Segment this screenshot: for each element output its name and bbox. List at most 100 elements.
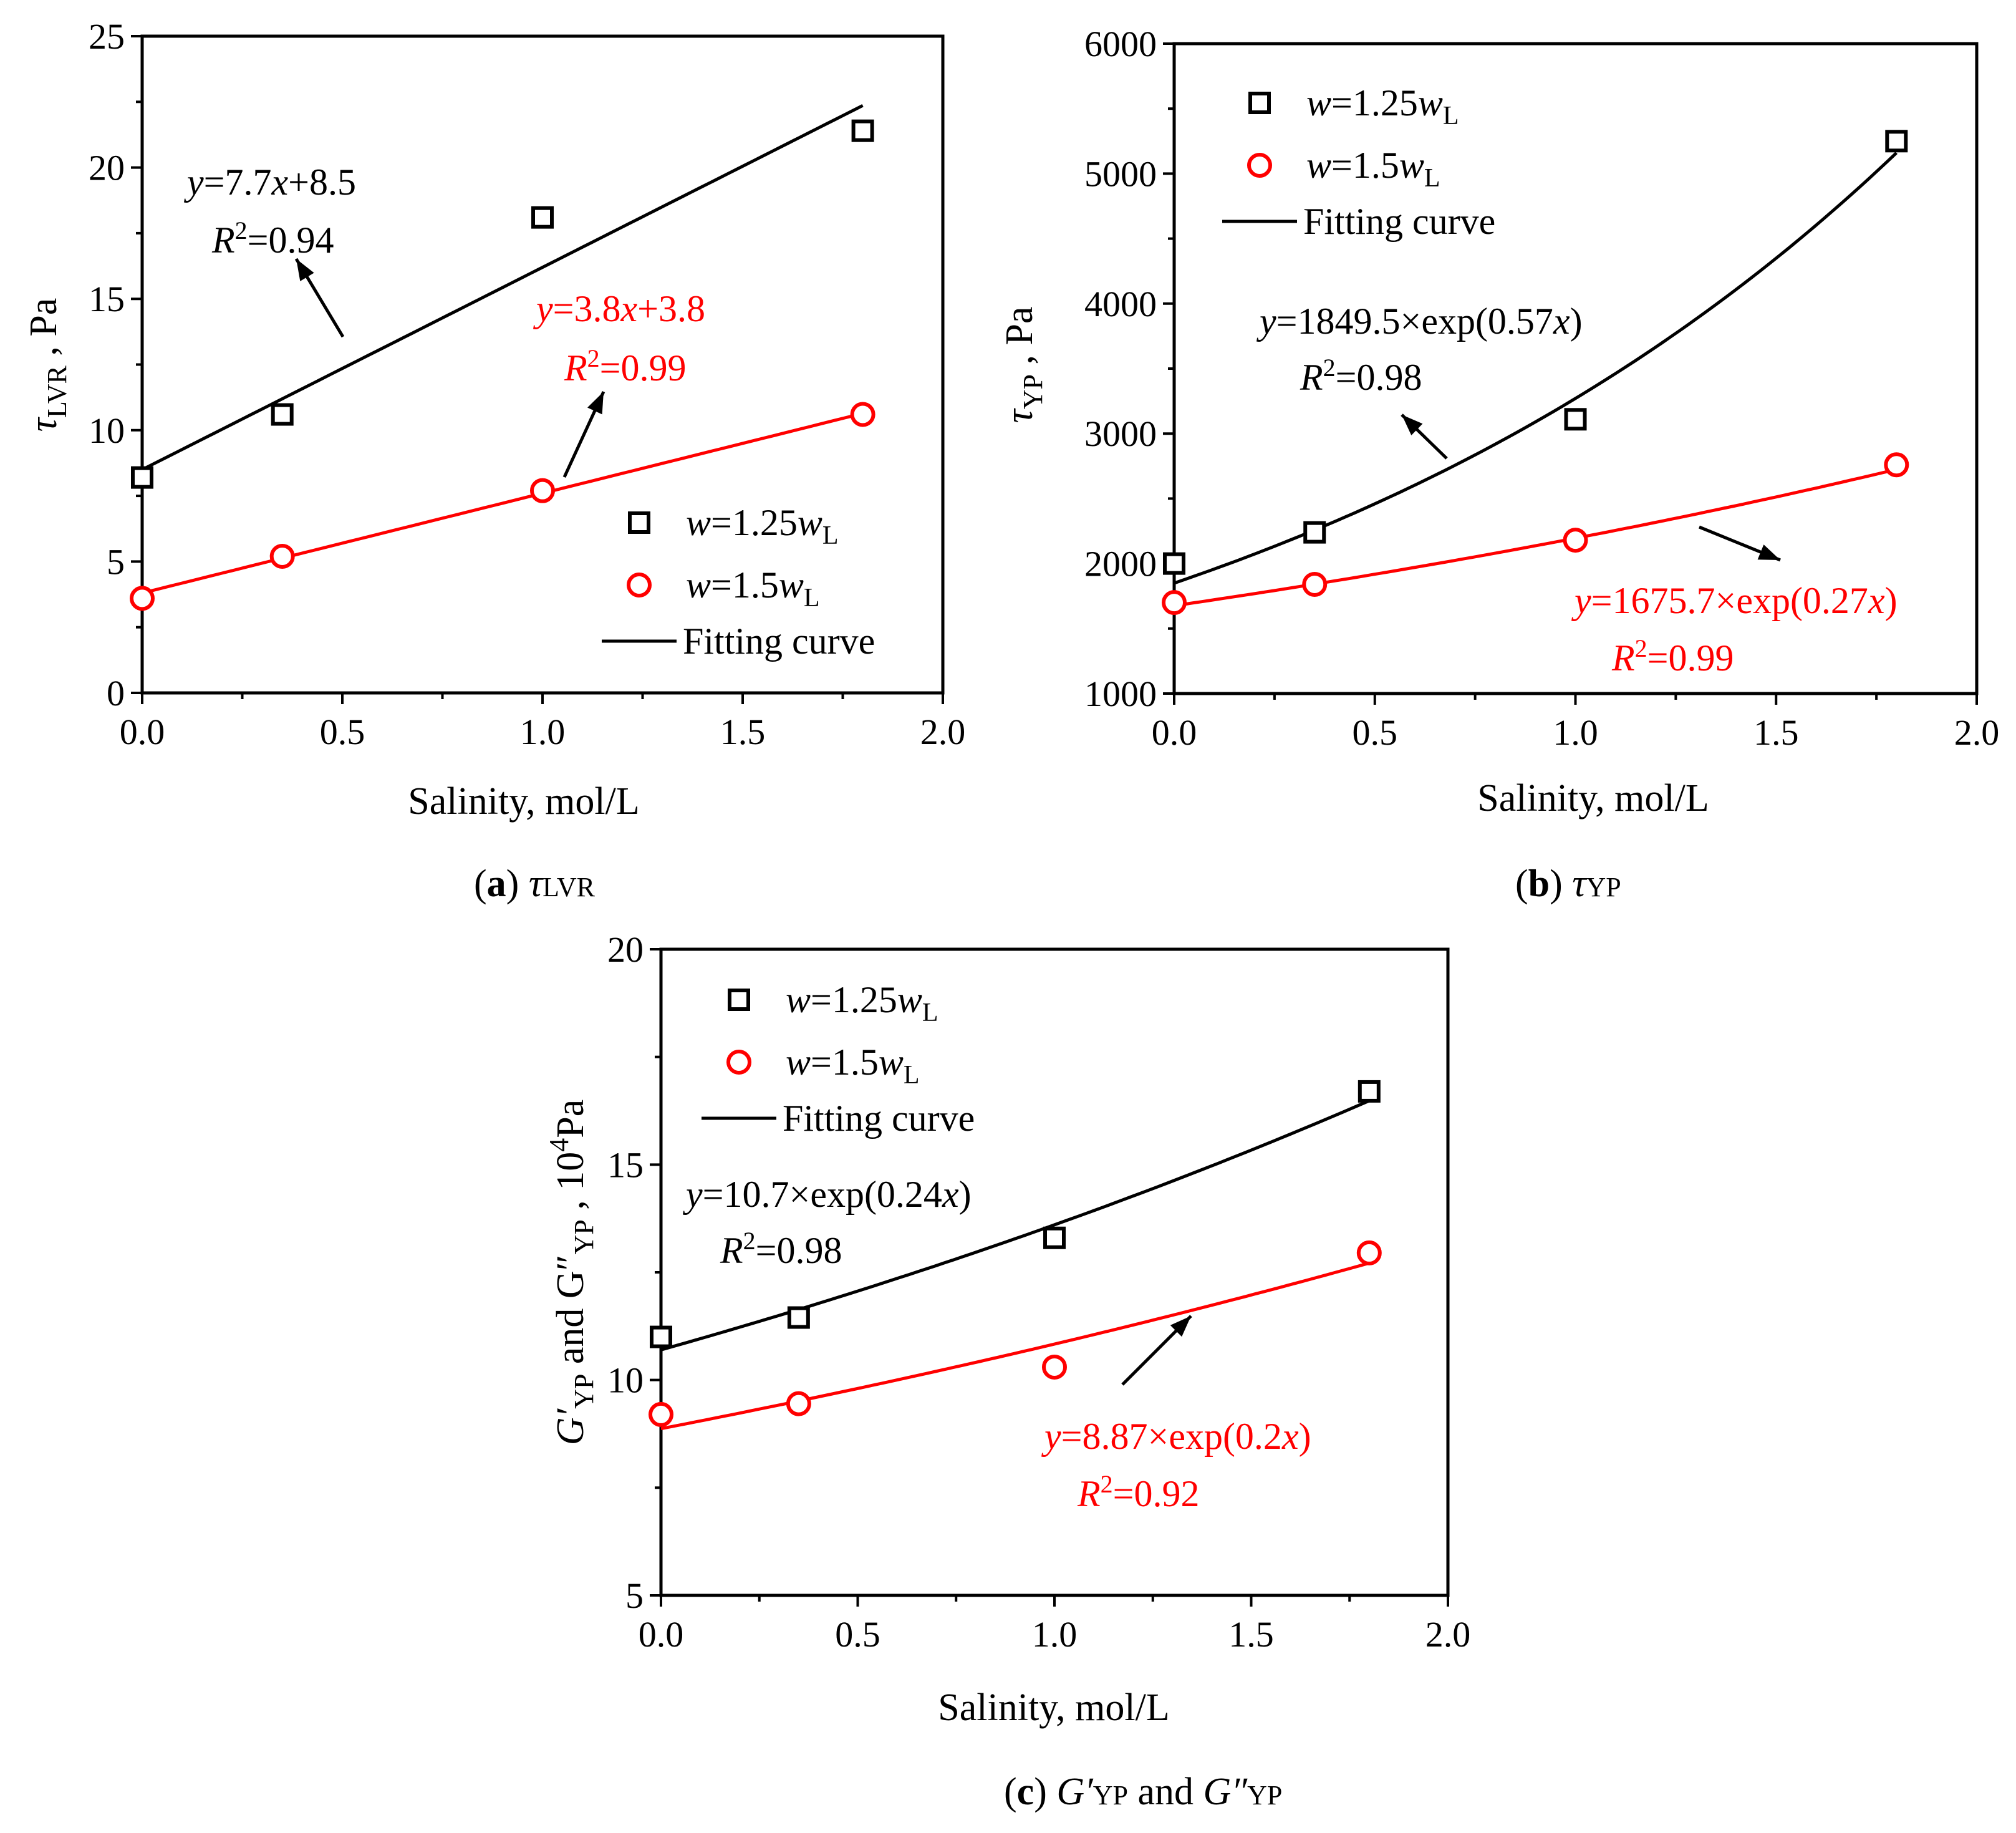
y-tick-label: 10 [89, 410, 125, 451]
data-point-circle [1042, 1354, 1067, 1380]
legend: w=1.25wL w=1.5wL Fitting curve [702, 979, 975, 1139]
data-point-square [1163, 552, 1185, 575]
fit-curve-black [660, 1099, 1370, 1352]
fit-curve-red [142, 412, 864, 595]
chart-panel-c: 0.0 0.5 1.0 1.5 2.0 5 10 15 20 Salinity, mol/L G′Y… [544, 929, 1470, 1813]
x-tick-label: 2.0 [1425, 1614, 1471, 1655]
y-axis-title: τYP , Pa [998, 307, 1048, 423]
x-tick-label: 1.5 [1753, 712, 1799, 753]
x-tick-label: 0.0 [639, 1614, 684, 1655]
legend-label-circle: w=1.5wL [686, 564, 820, 612]
y-tick-label: 2000 [1084, 544, 1157, 584]
fit-curve-red [660, 1261, 1370, 1431]
data-point-square [1564, 408, 1587, 431]
data-point-circle [130, 586, 155, 611]
panel-caption: (b) τYP [1515, 863, 1621, 905]
x-tick-label: 2.0 [1954, 712, 2000, 753]
chart-panel-a: 0.0 0.5 1.0 1.5 2.0 0 5 10 15 20 25 Salinity, mol/L… [22, 16, 965, 905]
y-tick-label: 4000 [1084, 284, 1157, 324]
fit-r2-label: R2=0.98 [1300, 354, 1422, 398]
legend-label-square: w=1.25wL [786, 979, 938, 1027]
data-point-square [650, 1325, 672, 1348]
arrow-head [1757, 544, 1780, 560]
fit-equation-label: y=10.7×exp(0.24x) [682, 1174, 972, 1215]
legend-label-fit: Fitting curve [683, 621, 875, 662]
x-tick-label: 1.5 [720, 712, 766, 752]
fit-curve-black [141, 104, 864, 472]
arrow-head [1402, 415, 1423, 436]
x-tick-label: 0.5 [320, 712, 365, 752]
plot-frame [659, 947, 1450, 1597]
y-tick-label: 0 [107, 673, 125, 713]
legend-label-circle: w=1.5wL [1306, 145, 1440, 193]
legend-label-square: w=1.25wL [686, 502, 839, 550]
x-tick-label: 1.0 [1553, 712, 1598, 753]
fit-r2-label: R2=0.98 [720, 1227, 842, 1271]
legend-label-circle: w=1.5wL [786, 1042, 920, 1090]
arrow-head [296, 259, 314, 281]
legend-label-fit: Fitting curve [1303, 201, 1495, 242]
y-tick-label: 20 [607, 929, 644, 970]
legend: w=1.25wL w=1.5wL Fitting curve [1222, 82, 1495, 242]
y-tick-label: 5000 [1084, 153, 1157, 194]
data-point-square [851, 119, 874, 142]
panel-caption: (c) G′YP and G″YP [1004, 1771, 1282, 1813]
legend-circle-marker [627, 573, 652, 597]
y-tick-label: 10 [607, 1360, 644, 1401]
chart-panel-b: 0.0 0.5 1.0 1.5 2.0 1000 2000 3000 4000 5000 6000 S… [998, 24, 1999, 905]
x-axis-title: Salinity, mol/L [938, 1686, 1169, 1729]
y-tick-label: 15 [607, 1144, 644, 1185]
y-tick-label: 15 [89, 279, 125, 319]
arrow-head [1170, 1316, 1191, 1337]
panel-caption: (a) τLVR [474, 863, 596, 905]
y-tick-label: 5 [107, 541, 125, 582]
data-point-circle [1356, 1240, 1382, 1265]
data-point-circle [530, 478, 555, 503]
legend-square-marker [728, 989, 750, 1011]
data-point-circle [786, 1391, 811, 1416]
fit-equation-label: y=3.8x+3.8 [533, 288, 705, 329]
legend-label-fit: Fitting curve [783, 1098, 975, 1139]
fit-r2-label: R2=0.94 [211, 216, 334, 261]
y-tick-label: 20 [89, 148, 125, 188]
y-tick-label: 6000 [1084, 24, 1157, 64]
data-point-circle [850, 402, 875, 427]
data-point-circle [649, 1401, 673, 1427]
x-tick-label: 0.5 [1353, 712, 1398, 753]
fit-r2-label: R2=0.92 [1077, 1470, 1200, 1514]
data-point-square [1885, 130, 1908, 153]
data-point-circle [1162, 590, 1187, 616]
y-tick-label: 25 [89, 16, 125, 57]
data-point-square [131, 466, 153, 489]
y-tick-label: 3000 [1084, 414, 1157, 454]
x-axis-title: Salinity, mol/L [408, 780, 639, 823]
fit-equation-label: y=8.87×exp(0.2x) [1041, 1416, 1311, 1457]
legend-square-marker [628, 511, 650, 534]
x-tick-label: 1.0 [1032, 1614, 1078, 1655]
data-point-square [1043, 1226, 1066, 1249]
fit-r2-label: R2=0.99 [564, 344, 687, 389]
legend-square-marker [1248, 92, 1271, 114]
data-point-square [787, 1306, 810, 1329]
x-tick-label: 1.0 [520, 712, 566, 752]
data-point-circle [1302, 571, 1328, 597]
data-point-circle [1884, 452, 1909, 478]
fit-r2-label: R2=0.99 [1611, 634, 1734, 679]
x-tick-label: 2.0 [920, 712, 966, 752]
data-point-circle [1563, 528, 1588, 553]
plot-frame [140, 34, 945, 695]
legend-circle-marker [1247, 153, 1272, 178]
y-axis-title: τLVR , Pa [22, 298, 72, 432]
x-tick-label: 0.5 [835, 1614, 880, 1655]
y-tick-label: 5 [625, 1575, 644, 1616]
x-tick-label: 0.0 [1152, 712, 1197, 753]
arrow-head [587, 392, 604, 415]
y-tick-label: 1000 [1084, 674, 1157, 714]
x-tick-label: 1.5 [1228, 1614, 1274, 1655]
fit-curve-red [1174, 468, 1897, 607]
y-axis-title: G′YP and G″YP , 104Pa [544, 1100, 599, 1445]
legend-label-square: w=1.25wL [1306, 82, 1459, 130]
data-point-square [1303, 521, 1326, 544]
fit-equation-label: y=1675.7×exp(0.27x) [1571, 580, 1898, 621]
